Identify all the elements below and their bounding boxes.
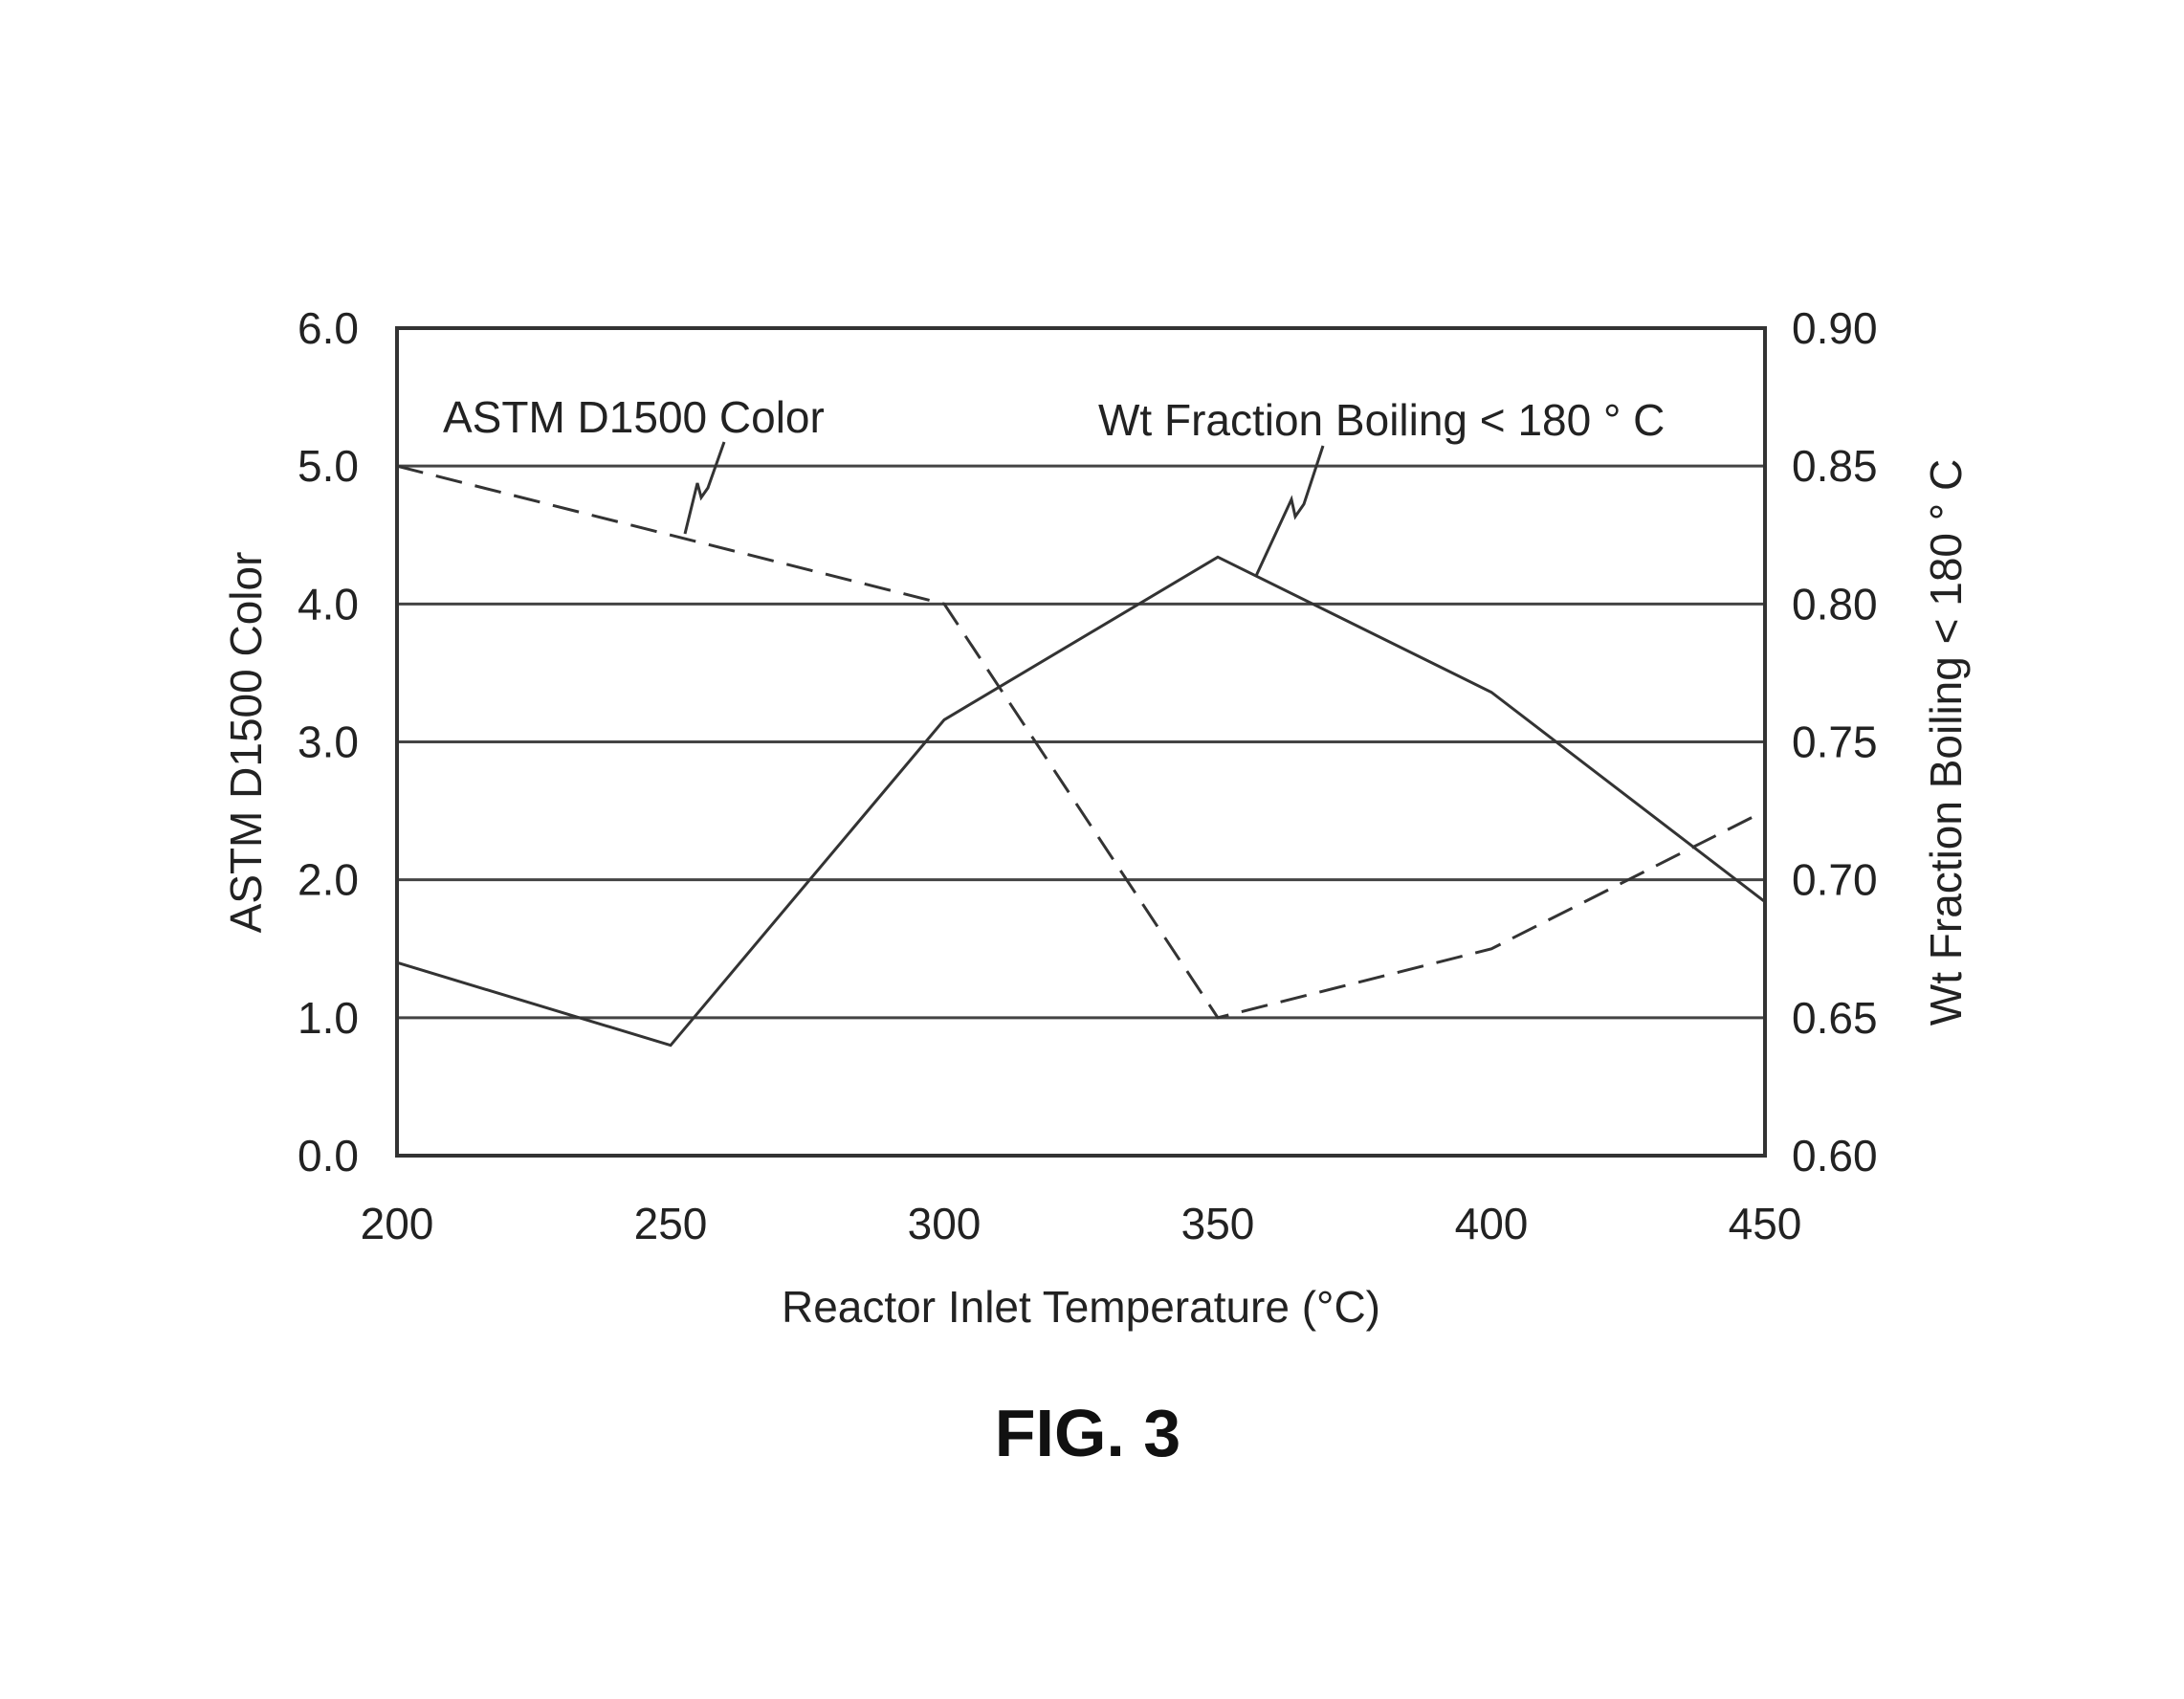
y-tick-label: 2.0 — [298, 855, 359, 905]
x-tick-label: 400 — [1455, 1199, 1529, 1248]
series-lines — [397, 466, 1765, 1045]
y2-axis-title: Wt Fraction Boiling < 180 ° C — [1921, 459, 1971, 1026]
series-line-wt-fraction — [397, 557, 1765, 1045]
series-leader-astm — [685, 442, 724, 534]
y-axis-title: ASTM D1500 Color — [221, 552, 271, 934]
x-tick-label: 250 — [634, 1199, 708, 1248]
y-tick-label: 1.0 — [298, 993, 359, 1043]
x-tick-label: 300 — [908, 1199, 982, 1248]
x-tick-label: 450 — [1729, 1199, 1802, 1248]
figure-caption: FIG. 3 — [995, 1396, 1180, 1470]
series-label-astm: ASTM D1500 Color — [443, 392, 825, 442]
series-label-wt-fraction: Wt Fraction Boiling < 180 ° C — [1098, 395, 1665, 445]
y-tick-label: 5.0 — [298, 441, 359, 491]
y2-tick-label: 0.85 — [1792, 441, 1878, 491]
x-tick-label: 350 — [1181, 1199, 1255, 1248]
tick-labels: 0.0 1.0 2.0 3.0 4.0 5.0 6.0 0.60 0.65 0.70 0.75 0.8… — [298, 303, 1877, 1248]
y2-tick-label: 0.65 — [1792, 993, 1878, 1043]
y2-tick-label: 0.75 — [1792, 717, 1878, 767]
x-axis-title: Reactor Inlet Temperature (°C) — [782, 1282, 1380, 1332]
gridlines — [397, 466, 1765, 1018]
y-tick-label: 4.0 — [298, 579, 359, 629]
x-tick-label: 200 — [361, 1199, 434, 1248]
y2-tick-label: 0.90 — [1792, 303, 1878, 353]
y2-tick-label: 0.70 — [1792, 855, 1878, 905]
y-tick-label: 6.0 — [298, 303, 359, 353]
y2-tick-label: 0.60 — [1792, 1131, 1878, 1180]
y2-tick-label: 0.80 — [1792, 579, 1878, 629]
y-tick-label: 0.0 — [298, 1131, 359, 1180]
y-tick-label: 3.0 — [298, 717, 359, 767]
